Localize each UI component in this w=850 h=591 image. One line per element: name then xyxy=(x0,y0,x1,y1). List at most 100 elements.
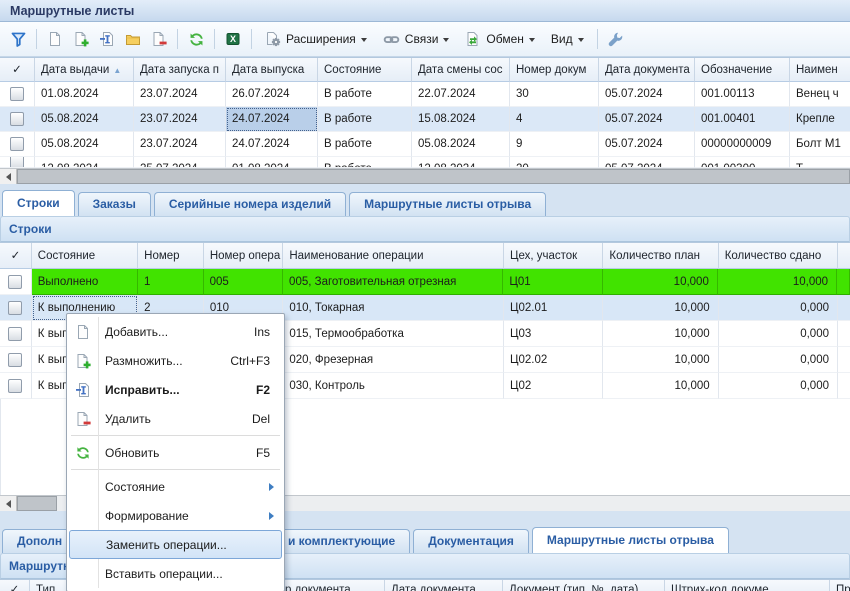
column-header-start-date[interactable]: Дата запуска п xyxy=(134,58,226,82)
context-menu: Добавить... Ins Размножить... Ctrl+F3 Ис… xyxy=(66,313,285,591)
table-row-selected[interactable]: 05.08.2024 23.07.2024 24.07.2024 В работ… xyxy=(0,107,850,132)
folder-open-icon xyxy=(125,31,141,47)
horizontal-scrollbar[interactable] xyxy=(0,168,850,184)
exchange-menu[interactable]: Обмен xyxy=(458,28,542,50)
current-cell[interactable]: 24.07.2024 xyxy=(226,107,318,132)
line-row-selected[interactable]: К выполнению 2 010 010, Токарная Ц02.01 … xyxy=(0,295,850,321)
scroll-left-button[interactable] xyxy=(0,496,17,511)
menu-item-state[interactable]: Состояние xyxy=(67,472,284,501)
lines-section-title: Строки xyxy=(9,222,52,236)
doc-edit-icon xyxy=(67,382,98,398)
column-header-designation[interactable]: Обозначение xyxy=(695,58,790,82)
column-header-state[interactable]: Состояние xyxy=(318,58,412,82)
column-header-name[interactable]: Наимен xyxy=(790,58,850,82)
scrollbar-thumb[interactable] xyxy=(17,169,850,184)
column-header-qty-done[interactable]: Количество сдано xyxy=(718,243,838,269)
column-header-workshop[interactable]: Цех, участок xyxy=(503,243,604,269)
submenu-arrow-icon xyxy=(269,511,274,520)
table-row-clipped[interactable]: 12.08.2024 25.07.2024 01.08.2024 В работ… xyxy=(0,157,850,168)
doc-new-icon xyxy=(67,324,98,340)
column-header-operation-number[interactable]: Номер опера xyxy=(203,243,284,269)
toolbar-separator xyxy=(36,29,37,49)
view-menu[interactable]: Вид xyxy=(544,29,591,49)
row-checkbox[interactable] xyxy=(8,352,23,367)
menu-item-edit[interactable]: Исправить... F2 xyxy=(67,375,284,404)
column-header-tail xyxy=(837,243,850,269)
tab-lines[interactable]: Строки xyxy=(2,190,75,216)
row-checkbox[interactable] xyxy=(8,274,23,289)
row-checkbox[interactable] xyxy=(8,300,23,315)
menu-item-add[interactable]: Добавить... Ins xyxy=(67,317,284,346)
column-header-doc-date[interactable]: Дата документа xyxy=(599,58,695,82)
svg-text:X: X xyxy=(230,34,236,44)
detail-tabs: Строки Заказы Серийные номера изделий Ма… xyxy=(0,189,850,216)
column-header-check[interactable]: ✓ xyxy=(0,580,30,591)
row-checkbox[interactable] xyxy=(10,112,24,126)
column-header-issue-date[interactable]: Дата выдачи ▲ xyxy=(35,58,134,82)
refresh-button[interactable] xyxy=(184,27,208,51)
edit-button[interactable] xyxy=(95,27,119,51)
excel-icon: X xyxy=(225,31,241,47)
menu-item-delete[interactable]: Удалить Del xyxy=(67,404,284,433)
toolbar-separator xyxy=(214,29,215,49)
column-header-doc-ref[interactable]: Документ (тип, №, дата) xyxy=(503,580,665,591)
exchange-icon xyxy=(465,31,481,47)
links-menu[interactable]: Связи xyxy=(376,28,457,51)
column-header-doc-number[interactable]: Номер документа xyxy=(250,580,385,591)
menu-item-replace-operations[interactable]: Заменить операции... xyxy=(69,530,282,559)
column-header-barcode[interactable]: Штрих-код докуме xyxy=(665,580,830,591)
row-checkbox[interactable] xyxy=(10,157,24,167)
column-header-state-change-date[interactable]: Дата смены сос xyxy=(412,58,510,82)
scroll-left-button[interactable] xyxy=(0,169,17,184)
row-checkbox[interactable] xyxy=(10,87,24,101)
excel-export-button[interactable]: X xyxy=(221,27,245,51)
toolbar-separator xyxy=(177,29,178,49)
tab-serial-numbers[interactable]: Серийные номера изделий xyxy=(153,192,347,216)
column-header-qty-plan[interactable]: Количество план xyxy=(603,243,719,269)
scrollbar-thumb[interactable] xyxy=(17,496,57,511)
tab-tearoff-route-sheets[interactable]: Маршрутные листы отрыва xyxy=(349,192,547,216)
links-menu-label: Связи xyxy=(404,32,439,46)
extensions-menu[interactable]: Расширения xyxy=(258,28,374,50)
settings-button[interactable] xyxy=(604,27,628,51)
column-header-doc-number[interactable]: Номер докум xyxy=(510,58,599,82)
copy-button[interactable] xyxy=(69,27,93,51)
filter-button[interactable] xyxy=(6,27,30,51)
arrow-left-icon xyxy=(5,499,11,508)
open-button[interactable] xyxy=(121,27,145,51)
chevron-down-icon xyxy=(528,37,535,42)
column-header-check[interactable]: ✓ xyxy=(0,58,35,82)
table-row[interactable]: 05.08.2024 23.07.2024 24.07.2024 В работ… xyxy=(0,132,850,157)
tab-tearoff-route-sheets-bottom[interactable]: Маршрутные листы отрыва xyxy=(531,527,729,553)
column-header-belonging[interactable]: Принадлеж xyxy=(830,580,850,591)
menu-item-generation[interactable]: Формирование xyxy=(67,501,284,530)
toolbar: X Расширения Связи Обмен Вид xyxy=(0,22,850,57)
column-header-state[interactable]: Состояние xyxy=(31,243,139,269)
column-header-operation-name[interactable]: Наименование операции xyxy=(283,243,504,269)
row-checkbox[interactable] xyxy=(10,137,24,151)
column-header-doc-date[interactable]: Дата документа xyxy=(385,580,503,591)
table-row[interactable]: 01.08.2024 23.07.2024 26.07.2024 В работ… xyxy=(0,82,850,107)
column-header-number[interactable]: Номер xyxy=(138,243,204,269)
add-button[interactable] xyxy=(43,27,67,51)
wrench-icon xyxy=(607,31,624,48)
lines-header-row: ✓ Состояние Номер Номер опера Наименован… xyxy=(0,243,850,269)
menu-item-insert-operations[interactable]: Вставить операции... xyxy=(105,566,223,581)
column-header-check[interactable]: ✓ xyxy=(0,243,32,269)
refresh-icon xyxy=(188,31,205,48)
tab-documentation[interactable]: Документация xyxy=(413,529,529,553)
row-checkbox[interactable] xyxy=(8,378,23,393)
route-sheets-table: ✓ Дата выдачи ▲ Дата запуска п Дата выпус… xyxy=(0,57,850,184)
line-row-done[interactable]: Выполнено 1 005 005, Заготовительная отр… xyxy=(0,269,850,295)
doc-delete-icon xyxy=(67,411,98,427)
submenu-arrow-icon xyxy=(269,482,274,491)
tab-orders[interactable]: Заказы xyxy=(77,192,151,216)
filter-icon xyxy=(10,31,27,48)
row-checkbox[interactable] xyxy=(8,326,23,341)
menu-item-refresh[interactable]: Обновить F5 xyxy=(67,438,284,467)
delete-button[interactable] xyxy=(147,27,171,51)
extensions-menu-label: Расширения xyxy=(286,32,356,46)
column-header-release-date[interactable]: Дата выпуска xyxy=(226,58,318,82)
menu-item-copy[interactable]: Размножить... Ctrl+F3 xyxy=(67,346,284,375)
